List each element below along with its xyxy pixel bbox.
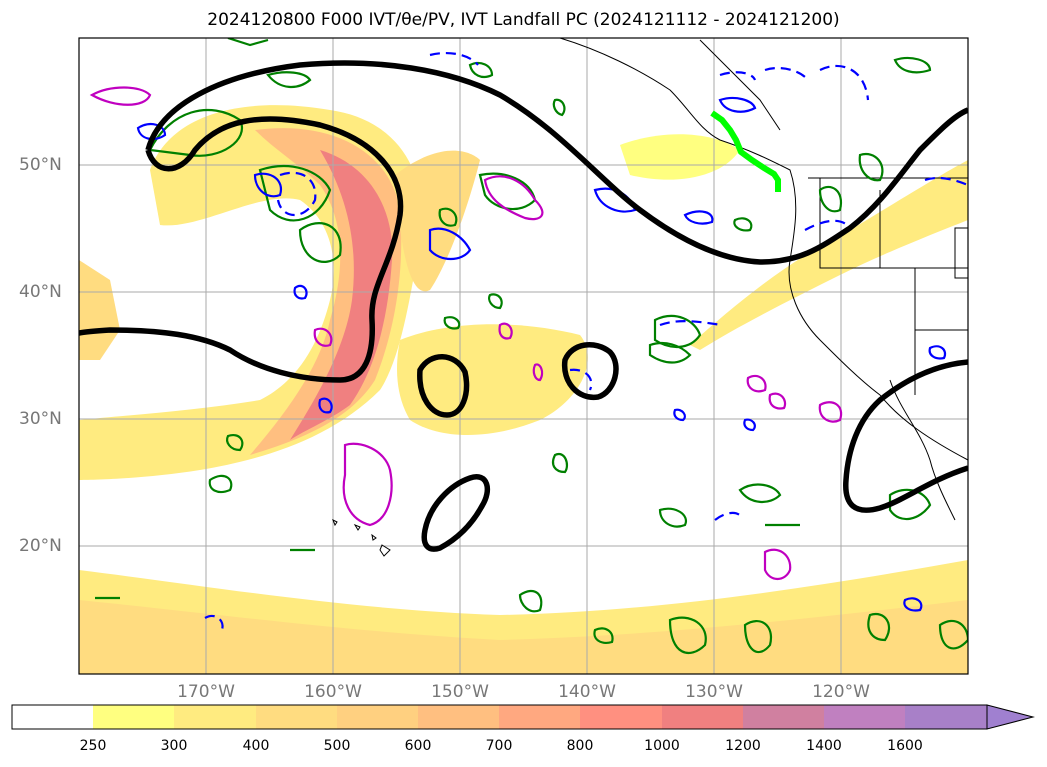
hawaii-islands xyxy=(332,518,391,557)
ivt-central xyxy=(397,324,588,435)
lon-label-120w: 120°W xyxy=(812,682,870,702)
colorbar-cell xyxy=(174,705,256,729)
lon-label-140w: 140°W xyxy=(558,682,616,702)
colorbar-extend-arrow xyxy=(986,704,1035,730)
map-fields xyxy=(79,38,968,674)
colorbar-cell xyxy=(12,705,93,729)
ivt-contour-north xyxy=(145,60,968,265)
colorbar-label: 1000 xyxy=(644,738,680,754)
theta-e-contours xyxy=(89,86,843,581)
pv-contours-positive xyxy=(95,38,968,655)
colorbar-label: 600 xyxy=(404,738,432,754)
colorbar-cell xyxy=(580,705,662,729)
ivt-ne-plume xyxy=(690,160,968,350)
ivt-north-ext xyxy=(395,150,480,292)
colorbar-cell xyxy=(662,705,743,729)
colorbar-cell xyxy=(905,705,987,729)
colorbar-cell xyxy=(93,705,174,729)
ivt-shading xyxy=(79,105,968,674)
colorbar-cell xyxy=(337,705,418,729)
colorbar-label: 800 xyxy=(566,738,594,754)
colorbar xyxy=(11,704,1035,730)
lon-label-170w: 170°W xyxy=(177,682,235,702)
lat-label-50: 50°N xyxy=(19,155,62,175)
ivt-contour-se xyxy=(843,359,968,513)
colorbar-frame xyxy=(11,704,988,730)
lat-label-30: 30°N xyxy=(19,409,62,429)
ivt-west-edge xyxy=(79,260,120,360)
colorbar-label: 1400 xyxy=(806,738,842,754)
ivt-contours xyxy=(79,60,968,552)
colorbar-label: 700 xyxy=(485,738,513,754)
map-frame xyxy=(78,37,969,675)
lon-label-130w: 130°W xyxy=(685,682,743,702)
coastline xyxy=(559,38,968,521)
colorbar-label: 400 xyxy=(242,738,270,754)
colorbar-cell xyxy=(743,705,824,729)
ivt-gulf-ak xyxy=(620,134,740,180)
lat-label-20: 20°N xyxy=(19,536,62,556)
ivt-south-band-core xyxy=(79,600,968,674)
colorbar-label: 300 xyxy=(160,738,188,754)
ivt-contour-small2 xyxy=(561,342,619,400)
ivt-contour-small1 xyxy=(417,354,470,418)
colorbar-cell xyxy=(824,705,905,729)
colorbar-cell xyxy=(256,705,337,729)
colorbar-cell xyxy=(418,705,499,729)
gridlines xyxy=(79,38,968,674)
ivt-contour-s-curve xyxy=(79,116,404,383)
lon-label-150w: 150°W xyxy=(431,682,489,702)
colorbar-cell xyxy=(499,705,580,729)
colorbar-label: 250 xyxy=(79,738,107,754)
landfall-line xyxy=(710,110,781,192)
ivt-contour-small3 xyxy=(421,474,491,552)
chart-title: 2024120800 F000 IVT/θe/PV, IVT Landfall … xyxy=(207,10,840,30)
colorbar-label: 1200 xyxy=(725,738,761,754)
lat-label-40: 40°N xyxy=(19,282,62,302)
pv-contours-negative xyxy=(136,51,968,631)
colorbar-label: 1600 xyxy=(887,738,923,754)
colorbar-label: 500 xyxy=(323,738,351,754)
lon-label-160w: 160°W xyxy=(304,682,362,702)
